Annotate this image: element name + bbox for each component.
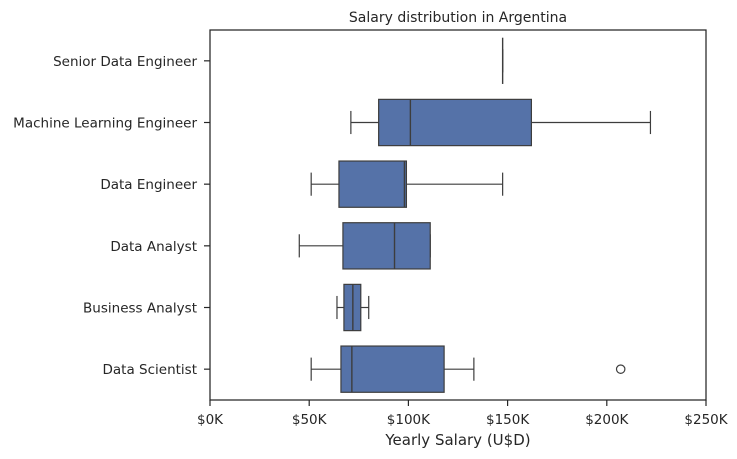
box-group bbox=[350, 98, 652, 147]
x-tick-label: $200K bbox=[585, 412, 629, 428]
x-tick-label: $50K bbox=[292, 412, 328, 428]
x-tick-label: $150K bbox=[486, 412, 530, 428]
box-group bbox=[310, 160, 504, 208]
x-axis: $0K $50K $100K $150K $200K $250K bbox=[197, 400, 729, 428]
box-iqr bbox=[338, 160, 408, 208]
box-iqr bbox=[340, 345, 445, 393]
x-axis-label: Yearly Salary (U$D) bbox=[384, 431, 530, 449]
y-axis: Senior Data Engineer Machine Learning Eng… bbox=[13, 54, 210, 378]
x-tick-label: $250K bbox=[684, 412, 728, 428]
y-tick-label: Machine Learning Engineer bbox=[13, 116, 197, 132]
y-tick-label: Data Scientist bbox=[103, 362, 198, 378]
box-iqr bbox=[342, 222, 431, 270]
outlier-point bbox=[615, 364, 626, 374]
box-group bbox=[336, 283, 370, 332]
box-iqr bbox=[378, 98, 533, 147]
x-tick-label: $100K bbox=[387, 412, 431, 428]
box-group bbox=[298, 222, 431, 270]
y-tick-label: Business Analyst bbox=[83, 301, 197, 317]
y-tick-label: Senior Data Engineer bbox=[53, 54, 197, 70]
box-group bbox=[310, 345, 626, 393]
chart-title: Salary distribution in Argentina bbox=[349, 10, 567, 26]
plot-area bbox=[298, 37, 652, 393]
y-tick-label: Data Engineer bbox=[100, 177, 197, 193]
x-tick-label: $0K bbox=[197, 412, 224, 428]
plot-frame bbox=[209, 29, 707, 401]
y-tick-label: Data Analyst bbox=[110, 239, 197, 255]
